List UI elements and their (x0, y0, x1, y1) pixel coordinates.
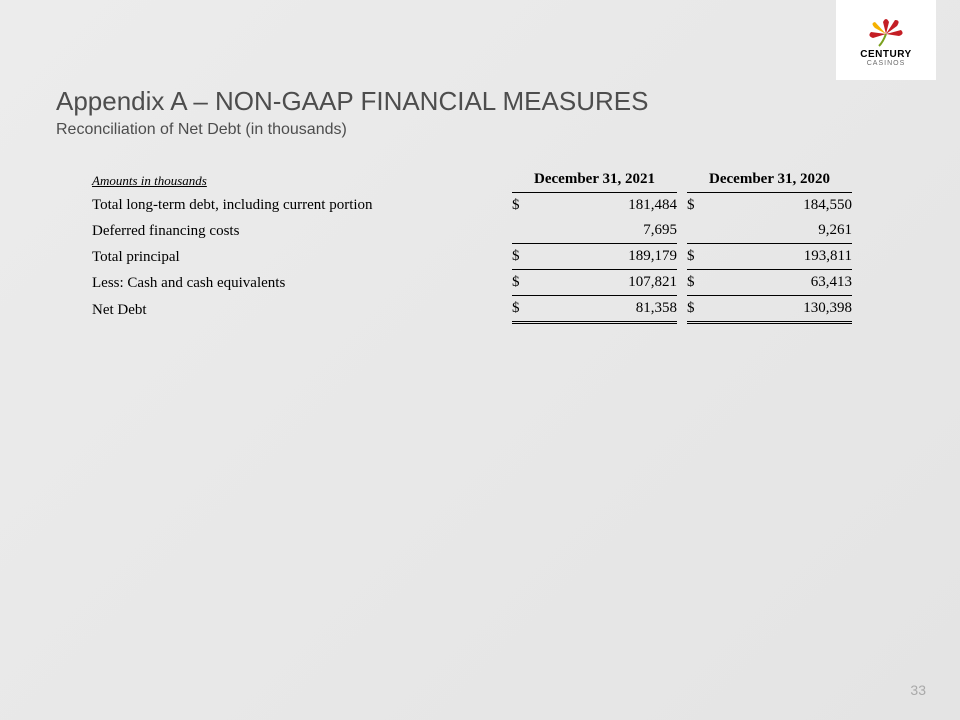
logo-sub-text: CASINOS (867, 60, 906, 67)
slide-title: Appendix A – NON-GAAP FINANCIAL MEASURES (56, 86, 904, 117)
currency-symbol: $ (687, 270, 707, 296)
logo-brand-text: CENTURY (860, 50, 911, 60)
page-number: 33 (910, 682, 926, 698)
row-label: Total long-term debt, including current … (92, 193, 512, 219)
row-label: Deferred financing costs (92, 218, 512, 244)
logo-container: CENTURY CASINOS (836, 0, 936, 80)
value-col1: 81,358 (532, 296, 677, 323)
currency-symbol: $ (687, 244, 707, 270)
table-row: Less: Cash and cash equivalents$107,821$… (92, 270, 852, 296)
value-col2: 184,550 (707, 193, 852, 219)
currency-symbol: $ (512, 270, 532, 296)
currency-symbol: $ (512, 296, 532, 323)
currency-symbol: $ (512, 244, 532, 270)
currency-symbol (512, 218, 532, 244)
value-col2: 9,261 (707, 218, 852, 244)
value-col1: 189,179 (532, 244, 677, 270)
row-label: Net Debt (92, 296, 512, 323)
century-casinos-logo-icon (863, 14, 909, 48)
value-col1: 181,484 (532, 193, 677, 219)
row-label: Less: Cash and cash equivalents (92, 270, 512, 296)
value-col1: 107,821 (532, 270, 677, 296)
currency-symbol: $ (687, 193, 707, 219)
net-debt-table: Amounts in thousands December 31, 2021 D… (92, 167, 852, 324)
col1-header: December 31, 2021 (512, 167, 677, 193)
value-col2: 130,398 (707, 296, 852, 323)
value-col1: 7,695 (532, 218, 677, 244)
col2-header: December 31, 2020 (687, 167, 852, 193)
table-row: Deferred financing costs 7,695 9,261 (92, 218, 852, 244)
currency-symbol: $ (512, 193, 532, 219)
value-col2: 63,413 (707, 270, 852, 296)
currency-symbol: $ (687, 296, 707, 323)
slide-content: Appendix A – NON-GAAP FINANCIAL MEASURES… (56, 86, 904, 324)
table-row: Total long-term debt, including current … (92, 193, 852, 219)
value-col2: 193,811 (707, 244, 852, 270)
table-row: Net Debt$81,358$130,398 (92, 296, 852, 323)
row-label: Total principal (92, 244, 512, 270)
table-header-row: Amounts in thousands December 31, 2021 D… (92, 167, 852, 193)
table-row: Total principal$189,179$193,811 (92, 244, 852, 270)
slide-subtitle: Reconciliation of Net Debt (in thousands… (56, 121, 904, 139)
currency-symbol (687, 218, 707, 244)
header-label: Amounts in thousands (92, 167, 512, 193)
